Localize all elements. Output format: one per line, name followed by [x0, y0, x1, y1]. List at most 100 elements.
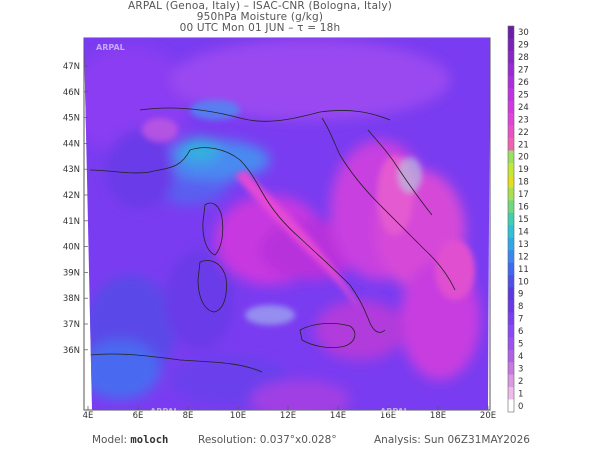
longitude-label: 6E: [133, 411, 144, 421]
title-line-3: 00 UTC Mon 01 JUN – τ = 18h: [179, 22, 341, 34]
colorbar-ticks: 3029282726252423222120191817161514131211…: [518, 28, 529, 412]
longitude-label: 20E: [480, 411, 496, 421]
colorbar-tick-label: 0: [518, 402, 523, 412]
footer-model: Model: moloch: [92, 434, 168, 446]
colorbar-swatch: [508, 50, 514, 64]
colorbar-tick-label: 19: [518, 165, 529, 175]
footer-resolution-value: 0.037°x0.028°: [259, 434, 337, 446]
longitude-labels: 4E 6E 8E 10E 12E 14E 16E 18E 20E: [83, 406, 496, 421]
colorbar-swatch: [508, 200, 514, 214]
watermark-text: ARPAL: [96, 43, 125, 52]
longitude-label: 18E: [430, 411, 446, 421]
latitude-label: 46N: [63, 88, 80, 98]
colorbar-tick-label: 11: [518, 265, 529, 275]
colorbar-tick-label: 21: [518, 140, 529, 150]
latitude-label: 45N: [63, 114, 80, 124]
latitude-label: 47N: [63, 62, 80, 72]
colorbar-swatch: [508, 399, 514, 413]
longitude-label: 10E: [230, 411, 246, 421]
colorbar-tick-label: 3: [518, 364, 523, 374]
latitude-label: 40N: [63, 243, 80, 253]
footer-resolution: Resolution: 0.037°x0.028°: [198, 434, 337, 446]
colorbar-swatch: [508, 374, 514, 388]
longitude-label: 8E: [183, 411, 194, 421]
colorbar-swatch: [508, 88, 514, 102]
colorbar-swatch: [508, 125, 514, 139]
colorbar-tick-label: 12: [518, 252, 529, 262]
colorbar-tick-label: 18: [518, 178, 529, 188]
colorbar-tick-label: 9: [518, 290, 523, 300]
colorbar-tick-label: 24: [518, 103, 529, 113]
colorbar-tick-label: 2: [518, 377, 523, 387]
colorbar-tick-label: 25: [518, 91, 529, 101]
watermark-text: ARPAL: [380, 407, 409, 416]
colorbar-swatch: [508, 162, 514, 176]
colorbar-swatch: [508, 100, 514, 114]
colorbar-swatch: [508, 150, 514, 164]
title-line-2: 950hPa Moisture (g/kg): [196, 11, 324, 23]
latitude-label: 36N: [63, 346, 80, 356]
colorbar-tick-label: 15: [518, 215, 529, 225]
colorbar-swatch: [508, 26, 514, 39]
colorbar-tick-label: 16: [518, 203, 529, 213]
colorbar-tick-label: 22: [518, 128, 529, 138]
latitude-label: 44N: [63, 139, 80, 149]
colorbar-tick-label: 28: [518, 53, 529, 63]
latitude-label: 42N: [63, 191, 80, 201]
colorbar-swatch: [508, 138, 514, 151]
colorbar-swatch: [508, 299, 514, 313]
latitude-label: 38N: [63, 294, 80, 304]
colorbar-swatch: [508, 324, 514, 338]
colorbar-swatch: [508, 63, 514, 77]
longitude-label: 14E: [330, 411, 346, 421]
footer-resolution-label: Resolution:: [198, 434, 257, 446]
colorbar-swatch: [508, 175, 514, 189]
colorbar-tick-label: 7: [518, 315, 523, 325]
colorbar-swatch: [508, 287, 514, 301]
colorbar-swatch: [508, 187, 514, 201]
colorbar-swatch: [508, 113, 514, 126]
watermarks: ARPAL ARPAL ARPAL: [96, 43, 409, 416]
footer-model-label: Model:: [92, 434, 128, 446]
colorbar-tick-label: 10: [518, 277, 529, 287]
colorbar-tick-label: 5: [518, 340, 523, 350]
watermark-text: ARPAL: [150, 407, 179, 416]
longitude-label: 12E: [280, 411, 296, 421]
latitude-label: 43N: [63, 165, 80, 175]
colorbar-tick-label: 4: [518, 352, 523, 362]
latitude-label: 41N: [63, 217, 80, 227]
colorbar-tick-label: 20: [518, 153, 529, 163]
colorbar-swatch: [508, 275, 514, 288]
colorbar-swatch: [508, 75, 514, 89]
footer-analysis: Analysis: Sun 06Z31MAY2026: [374, 434, 530, 446]
latitude-label: 39N: [63, 268, 80, 278]
colorbar-tick-label: 30: [518, 28, 529, 38]
colorbar-swatch: [508, 262, 514, 276]
colorbar-tick-label: 27: [518, 66, 529, 76]
colorbar-swatch: [508, 337, 514, 351]
longitude-label: 4E: [83, 411, 94, 421]
footer-analysis-label: Analysis:: [374, 434, 421, 446]
footer-analysis-value: Sun 06Z31MAY2026: [424, 434, 530, 446]
colorbar-swatch: [508, 212, 514, 226]
colorbar-swatch: [508, 349, 514, 363]
colorbar-tick-label: 23: [518, 115, 529, 125]
colorbar-swatch: [508, 38, 514, 52]
colorbar-swatch: [508, 250, 514, 263]
longitude-label: 16E: [380, 411, 396, 421]
coastlines: [89, 107, 456, 373]
moisture-field: [84, 38, 490, 410]
colorbar-tick-label: 17: [518, 190, 529, 200]
colorbar-swatch: [508, 387, 514, 400]
colorbar-swatch: [508, 225, 514, 238]
colorbar-tick-label: 13: [518, 240, 529, 250]
latitude-labels: 47N 46N 45N 44N 43N 42N 41N 40N 39N 38N 37N 36N: [63, 62, 88, 356]
colorbar-tick-label: 6: [518, 327, 523, 337]
colorbar-tick-label: 8: [518, 302, 523, 312]
colorbar-tick-label: 26: [518, 78, 529, 88]
latitude-label: 37N: [63, 320, 80, 330]
colorbar-tick-label: 1: [518, 389, 523, 399]
colorbar-tick-label: 29: [518, 41, 529, 51]
title-line-1: ARPAL (Genoa, Italy) – ISAC-CNR (Bologna…: [127, 0, 393, 12]
